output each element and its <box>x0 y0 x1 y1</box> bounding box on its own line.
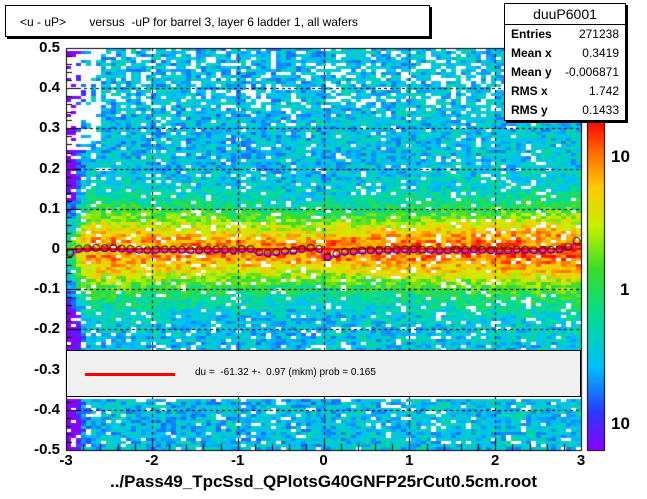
x-tick-label: 2 <box>490 452 500 469</box>
y-tick-label: -0.2 <box>34 320 60 338</box>
y-tick-label: -0.4 <box>34 400 60 418</box>
x-tick-label: 1 <box>405 452 414 469</box>
y-tick-label: -0.1 <box>34 280 60 298</box>
y-tick-label: 0.4 <box>39 79 60 97</box>
x-tick-label: 0 <box>319 452 328 469</box>
y-tick-label: -0.3 <box>34 360 60 378</box>
x-tick-label: -2 <box>145 452 159 469</box>
fit-legend-line <box>85 373 175 376</box>
z-tick-label: 10 <box>611 147 630 166</box>
z-tick-label: 10 <box>611 414 630 433</box>
stats-row-rms-y: RMS y 0.1433 <box>511 103 619 117</box>
fit-legend-text: du = -61.32 +- 0.97 (mkm) prob = 0.165 <box>195 367 376 378</box>
z-tick-label: 1 <box>620 280 630 299</box>
y-tick-label: 0.5 <box>39 39 60 56</box>
x-tick-label: -1 <box>230 452 245 469</box>
stats-row-mean-x: Mean x 0.3419 <box>511 46 619 60</box>
y-tick-label: 0.1 <box>39 199 60 217</box>
x-tick-label: 3 <box>576 452 586 469</box>
stats-row-rms-x: RMS x 1.742 <box>511 84 619 98</box>
y-tick-label: 0 <box>51 240 60 257</box>
stats-row-entries: Entries 271238 <box>511 27 619 41</box>
x-tick-label: -3 <box>59 452 73 469</box>
stats-box: duuP6001 Entries 271238 Mean x 0.3419 Mean… <box>504 3 626 121</box>
y-tick-label: 0.2 <box>39 159 60 177</box>
stats-row-mean-y: Mean y -0.006871 <box>511 65 619 79</box>
y-tick-label: 0.3 <box>39 119 60 137</box>
stats-histogram-name: duuP6001 <box>505 4 625 25</box>
y-tick-label: -0.5 <box>34 441 60 458</box>
x-axis-label: ../Pass49_TpcSsd_QPlotsG40GNFP25rCut0.5c… <box>109 472 538 491</box>
fit-legend: du = -61.32 +- 0.97 (mkm) prob = 0.165 <box>66 350 581 397</box>
plot-title: <u - uP> versus -uP for barrel 3, layer … <box>5 5 430 37</box>
